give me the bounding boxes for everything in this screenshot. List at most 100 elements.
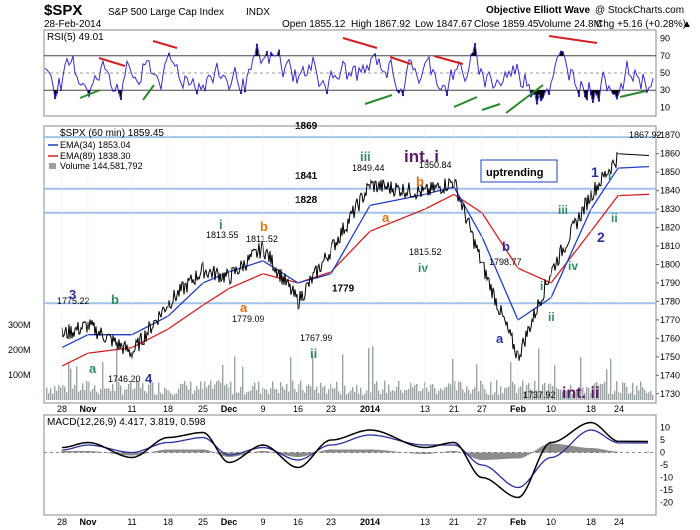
volume-bar (312, 354, 314, 400)
volume-bar (372, 346, 374, 400)
price-point-label: 1850.84 (419, 160, 452, 170)
volume-bar (366, 390, 368, 400)
wave-label: b (111, 292, 119, 307)
volume-bar (242, 366, 244, 400)
macd-panel (43, 414, 657, 516)
price-x-label: 18 (163, 404, 173, 414)
volume-bar (640, 381, 642, 400)
volume-bar (68, 362, 70, 400)
volume-bar (580, 357, 582, 400)
volume-bar (494, 392, 496, 400)
volume-bar (178, 388, 180, 400)
volume-bar (538, 348, 540, 400)
volume-bar (152, 382, 154, 400)
volume-bar (54, 386, 56, 400)
rsi-trendline-green (505, 84, 544, 114)
volume-bar (570, 384, 572, 400)
volume-bar (340, 394, 342, 400)
volume-bar (558, 389, 560, 400)
volume-bar (164, 387, 166, 400)
wave-label: a (89, 361, 97, 376)
macd-x-label: Nov (79, 517, 96, 527)
volume-bar (418, 391, 420, 400)
volume-bar (358, 393, 360, 400)
rsi-tick-label: 90 (660, 34, 670, 44)
volume-bar (568, 389, 570, 400)
volume-bar (320, 382, 322, 400)
volume-bar (434, 388, 436, 400)
volume-bar (72, 388, 74, 400)
price-point-label: 1867.92 (629, 130, 662, 140)
volume-bar (308, 384, 310, 400)
volume-tick-label: 100M (8, 370, 31, 380)
volume-bar (626, 386, 628, 400)
macd-x-label: 24 (614, 517, 624, 527)
volume-bar (290, 357, 292, 400)
volume-bar (262, 387, 264, 400)
wave-label: 4 (145, 371, 153, 386)
volume-bar (194, 390, 196, 400)
volume-bar (244, 394, 246, 400)
high-value: High 1867.92 (351, 19, 411, 30)
volume-bar (148, 384, 150, 400)
volume-bar (240, 387, 242, 400)
low-value: Low 1847.67 (415, 19, 473, 30)
volume-bar (220, 382, 222, 400)
volume-bar (348, 392, 350, 400)
volume-bar (232, 394, 234, 400)
wave-label: int. ii (562, 385, 599, 402)
volume-bar (412, 387, 414, 400)
wave-label: iv (568, 259, 578, 273)
volume-bar (322, 387, 324, 400)
volume-bar (524, 391, 526, 400)
macd-tick-label: -10 (660, 473, 673, 483)
volume-bar (246, 392, 248, 400)
volume-bar (270, 388, 272, 400)
volume-bar (354, 391, 356, 400)
price-tick-label: 1860 (660, 149, 680, 159)
volume-bar (490, 381, 492, 400)
volume-bar (500, 386, 502, 400)
volume-bar (200, 381, 202, 400)
volume-bar (556, 387, 558, 400)
volume-bar (380, 394, 382, 400)
volume-bar (608, 393, 610, 400)
volume-bar (74, 384, 76, 400)
price-tick-label: 1770 (660, 315, 680, 325)
volume-bar (526, 384, 528, 400)
price-x-label: Dec (221, 404, 238, 414)
trend-label: uptrending (486, 167, 543, 179)
macd-tick-label: -5 (660, 460, 668, 470)
volume-bar (350, 390, 352, 400)
volume-bar (636, 385, 638, 400)
rsi-trendline-red (548, 35, 598, 44)
volume-bar (128, 383, 130, 400)
price-x-label: 10 (546, 404, 556, 414)
rsi-trendline-red (389, 56, 412, 65)
volume-bar (588, 387, 590, 400)
volume-bar (222, 364, 224, 400)
volume-bar (212, 388, 214, 400)
volume-bar (564, 392, 566, 400)
volume-bar (398, 380, 400, 400)
volume-bar (158, 382, 160, 400)
volume-bar (254, 382, 256, 400)
price-x-label: 21 (449, 404, 459, 414)
macd-signal-line (61, 429, 649, 489)
volume-bar (604, 381, 606, 400)
volume-bar (394, 391, 396, 400)
volume-bar (228, 387, 230, 400)
volume-bar (356, 385, 358, 400)
volume-bar (594, 383, 596, 400)
volume-bar (218, 380, 220, 400)
wave-label: a (240, 300, 248, 315)
price-tick-label: 1820 (660, 223, 680, 233)
volume-bar (468, 389, 470, 400)
volume-bar (432, 384, 434, 400)
volume-bar (268, 394, 270, 400)
volume-bar (110, 391, 112, 400)
volume-bar (126, 389, 128, 400)
volume-bar (280, 382, 282, 400)
rsi-trendline-green (453, 96, 478, 108)
volume-bar (260, 393, 262, 400)
